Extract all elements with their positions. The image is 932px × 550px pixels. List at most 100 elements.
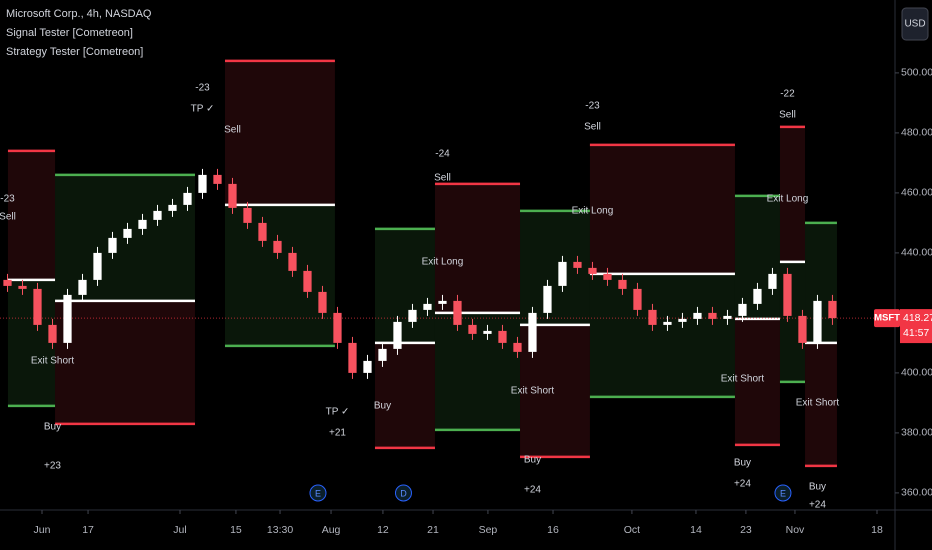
trade-loss-zone [734, 318, 780, 445]
candle-body [183, 192, 192, 205]
candle-body [618, 279, 627, 289]
event-label: E [780, 488, 786, 498]
last-price-label: 418.27 [903, 312, 932, 324]
signal-label: Exit Long [767, 194, 809, 205]
trade-loss-zone [589, 144, 735, 274]
trade-profit-zone [434, 312, 521, 430]
candle-body [423, 303, 432, 310]
candle-body [288, 252, 297, 271]
candle-body [378, 348, 387, 361]
event-icon [394, 484, 412, 502]
candle-body [393, 321, 402, 349]
candle-body [273, 240, 282, 253]
candle-body [138, 219, 147, 229]
x-tick-label: 21 [427, 524, 439, 536]
candle-body [318, 291, 327, 313]
candle-body [3, 279, 12, 286]
trade-loss-zone [224, 60, 335, 205]
signal-label: Buy [809, 482, 826, 493]
x-tick-label: 16 [547, 524, 559, 536]
candle-body [723, 315, 732, 319]
x-tick-label: Oct [624, 524, 640, 536]
signal-label: TP ✓ [326, 407, 350, 418]
signal-label: Sell [224, 125, 241, 136]
candle-body [63, 294, 72, 343]
signal-label: Sell [0, 212, 16, 223]
candle-body [693, 312, 702, 319]
candle-body [408, 309, 417, 322]
candle-body [153, 210, 162, 220]
y-tick-label: 380.00 [901, 427, 932, 439]
signal-label: +24 [809, 500, 826, 511]
plot-area: -23 Sell Exit Short Buy +23 -23 TP ✓ Sell TP ✓ +2… [0, 59, 895, 511]
signal-label: Exit Short [796, 398, 840, 409]
candle-body [543, 285, 552, 313]
candle-body [753, 288, 762, 304]
signal-label: +24 [524, 485, 541, 496]
signal-label: Buy [374, 401, 391, 412]
trade-profit-zone [589, 273, 735, 397]
x-tick-label: Nov [786, 524, 805, 536]
signal-label: TP ✓ [191, 104, 215, 115]
candle-body [243, 207, 252, 223]
event-icon [774, 484, 792, 502]
candle-body [438, 300, 447, 304]
candle-body [498, 330, 507, 343]
candle-body [198, 174, 207, 193]
currency-label[interactable]: USD [904, 19, 925, 30]
signal-label: +24 [734, 479, 751, 490]
event-icon [309, 484, 327, 502]
candle-body [768, 273, 777, 289]
candle-body [603, 273, 612, 280]
event-label: E [315, 488, 321, 498]
signal-label: +21 [329, 428, 346, 439]
indicator-legend: Signal Tester [Cometreon] [6, 27, 133, 39]
signal-label: Sell [434, 173, 451, 184]
trade-loss-zone [779, 126, 806, 262]
trade-loss-zone [805, 342, 837, 466]
candle-body [33, 288, 42, 325]
x-tick-label: Sep [479, 524, 498, 536]
currency-button[interactable] [901, 7, 929, 41]
candle-body [228, 183, 237, 208]
candle-body [468, 324, 477, 334]
signal-label: -23 [195, 83, 210, 94]
indicator-legend: Strategy Tester [Cometreon] [6, 46, 143, 58]
signal-label: -23 [585, 101, 600, 112]
candle-body [513, 342, 522, 352]
candle-body [333, 312, 342, 343]
candle-body [303, 270, 312, 292]
candle-body [258, 222, 267, 241]
candle-body [828, 300, 837, 319]
signal-label: Exit Short [721, 374, 765, 385]
trade-profit-zone [224, 204, 335, 346]
candle-body [708, 312, 717, 319]
candle-body [663, 321, 672, 325]
candle-body [168, 204, 177, 211]
symbol-label: MSFT [874, 313, 900, 324]
event-label: D [400, 488, 407, 498]
price-badge [900, 309, 932, 344]
y-tick-label: 400.00 [901, 367, 932, 379]
symbol-badge [874, 309, 900, 328]
candle-body [453, 300, 462, 325]
signal-label: Buy [734, 458, 751, 469]
signal-label: Sell [584, 122, 601, 133]
candle-body [738, 303, 747, 316]
y-tick-label: 440.00 [901, 247, 932, 259]
x-tick-label: Jun [34, 524, 51, 536]
x-tick-label: Jul [173, 524, 186, 536]
x-tick-label: 17 [82, 524, 94, 536]
candle-body [93, 252, 102, 280]
signal-label: Exit Short [511, 386, 555, 397]
x-tick-label: 12 [377, 524, 389, 536]
y-tick-label: 460.00 [901, 187, 932, 199]
candle-body [798, 315, 807, 343]
trade-profit-zone [7, 279, 56, 406]
candle-body [648, 309, 657, 325]
candle-body [123, 228, 132, 238]
x-tick-label: 23 [740, 524, 752, 536]
candle-body [558, 261, 567, 286]
